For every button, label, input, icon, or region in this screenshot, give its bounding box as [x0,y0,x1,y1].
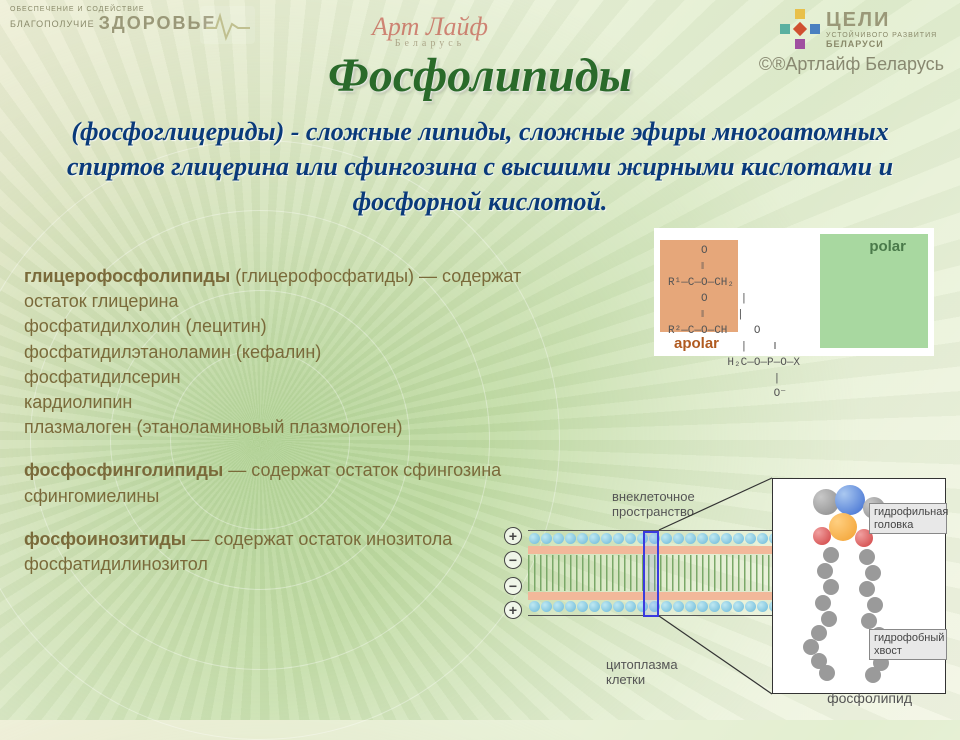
logo-right-small1: УСТОЙЧИВОГО РАЗВИТИЯ [826,32,937,39]
lipid-group: фосфосфинголипиды — содержат остаток сфи… [24,458,584,508]
chemical-structure: apolar polar O ‖ R¹—C—O—CH₂ O | ‖ | R²—C… [654,228,934,356]
lipid-item: сфингомиелины [24,484,584,509]
lipid-bilayer: + − − + [528,530,788,616]
lipid-item: плазмалоген (этаноламиновый плазмологен) [24,415,584,440]
charge-minus-icon: − [504,577,522,595]
group-description: — содержат остаток сфингозина [223,460,501,480]
lipid-group: фосфоинозитиды — содержат остаток инозит… [24,527,584,577]
group-name: глицерофосфолипиды [24,266,230,286]
logo-left-small: ОБЕСПЕЧЕНИЕ И СОДЕЙСТВИЕ [10,6,190,13]
group-description: — содержат остаток инозитола [186,529,452,549]
group-heading: фосфосфинголипиды — содержат остаток сфи… [24,458,584,483]
logo-right-big: ЦЕЛИ [826,9,937,32]
group-heading: фосфоинозитиды — содержат остаток инозит… [24,527,584,552]
page-subtitle: (фосфоглицериды) - сложные липиды, сложн… [20,114,940,219]
charge-plus-icon: + [504,527,522,545]
lipid-group: глицерофосфолипиды (глицерофосфатиды) — … [24,264,584,440]
classification-list: глицерофосфолипиды (глицерофосфатиды) — … [24,264,584,595]
lipid-item: фосфатидилэтаноламин (кефалин) [24,340,584,365]
phospholipid-zoom: гидрофильная головка гидрофобный хвост [772,478,946,694]
lipid-item: фосфатидилхолин (лецитин) [24,314,584,339]
logo-left-big: ЗДОРОВЬЕ [99,13,217,34]
extracellular-label: внеклеточное пространство [612,490,732,520]
membrane-diagram: внеклеточное пространство + − − + [522,452,952,702]
hydrophilic-tag: гидрофильная головка [869,503,947,534]
sdg-icon [780,9,820,49]
charge-plus-icon: + [504,601,522,619]
page-title: Фосфолипиды [0,48,960,103]
logo-heartbeat [200,6,255,44]
charge-minus-icon: − [504,551,522,569]
group-name: фосфосфинголипиды [24,460,223,480]
extracellular-text: внеклеточное пространство [612,490,732,520]
highlight-region [643,531,659,617]
logo-goals: ЦЕЛИ УСТОЙЧИВОГО РАЗВИТИЯ БЕЛАРУСИ [780,6,950,52]
phospholipid-label: фосфолипид [827,690,912,706]
hydrophobic-tag: гидрофобный хвост [869,629,947,660]
logo-left-sub: БЛАГОПОЛУЧИЕ [10,19,95,29]
group-name: фосфоинозитиды [24,529,186,549]
lipid-item: кардиолипин [24,390,584,415]
lipid-item: фосфатидилинозитол [24,552,584,577]
lipid-item: фосфатидилсерин [24,365,584,390]
logo-health: ОБЕСПЕЧЕНИЕ И СОДЕЙСТВИЕ БЛАГОПОЛУЧИЕ ЗД… [10,6,190,44]
logo-artlife: Арт Лайф Беларусь [370,12,490,50]
chemical-formula: O ‖ R¹—C—O—CH₂ O | ‖ | R²—C—O—CH O | ‖ H… [668,244,920,403]
cytoplasm-label: цитоплазма клетки [606,658,716,688]
group-heading: глицерофосфолипиды (глицерофосфатиды) — … [24,264,584,314]
